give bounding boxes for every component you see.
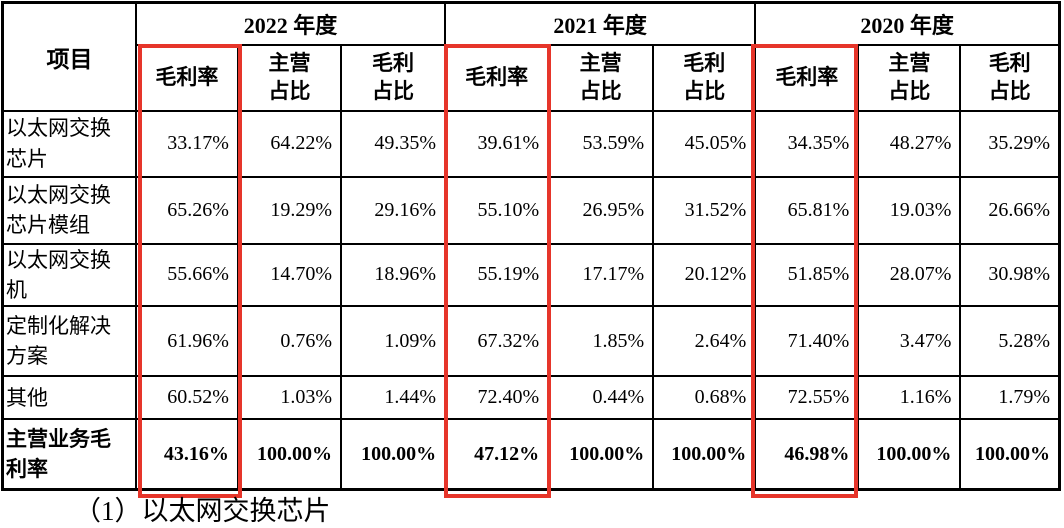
value-cell: 55.66% — [134, 242, 239, 308]
row-label: 以太网交换 芯片 — [1, 109, 137, 178]
table-row: 定制化解决 方案 61.96% 0.76% 1.09% 67.32% 1.85%… — [1, 305, 1061, 378]
value-cell: 0.76% — [236, 305, 342, 378]
subheader-2021-margin: 毛利率 — [444, 43, 550, 112]
value-cell: 1.09% — [339, 305, 447, 378]
value-cell: 100.00% — [959, 418, 1061, 491]
value-cell: 1.79% — [959, 375, 1061, 421]
table-row: 以太网交换 机 55.66% 14.70% 18.96% 55.19% 17.1… — [1, 242, 1061, 308]
value-cell: 5.28% — [959, 305, 1061, 378]
value-cell: 34.35% — [754, 109, 860, 178]
value-cell: 18.96% — [339, 242, 447, 308]
year-header-2020: 2020 年度 — [754, 1, 1061, 46]
year-header-2022: 2022 年度 — [134, 1, 447, 46]
value-cell: 72.55% — [754, 375, 860, 421]
value-cell: 100.00% — [652, 418, 757, 491]
value-cell: 0.68% — [652, 375, 757, 421]
value-cell: 0.44% — [547, 375, 655, 421]
subheader-2022-profit-share: 毛利 占比 — [339, 43, 447, 112]
value-cell: 100.00% — [236, 418, 342, 491]
row-label: 其他 — [1, 375, 137, 421]
value-cell: 48.27% — [857, 109, 962, 178]
value-cell: 72.40% — [444, 375, 550, 421]
value-cell: 45.05% — [652, 109, 757, 178]
value-cell: 1.44% — [339, 375, 447, 421]
year-header-2021: 2021 年度 — [444, 1, 757, 46]
value-cell: 100.00% — [339, 418, 447, 491]
value-cell: 55.10% — [444, 175, 550, 245]
value-cell: 31.52% — [652, 175, 757, 245]
row-label: 以太网交换 机 — [1, 242, 137, 308]
value-cell: 26.66% — [959, 175, 1061, 245]
value-cell: 29.16% — [339, 175, 447, 245]
subheader-2021-revenue-share: 主营 占比 — [547, 43, 655, 112]
value-cell: 100.00% — [857, 418, 962, 491]
column-header-item: 项目 — [1, 1, 137, 112]
value-cell: 61.96% — [134, 305, 239, 378]
subheader-2020-profit-share: 毛利 占比 — [959, 43, 1061, 112]
value-cell: 19.03% — [857, 175, 962, 245]
table-row: 以太网交换 芯片 33.17% 64.22% 49.35% 39.61% 53.… — [1, 109, 1061, 178]
value-cell: 71.40% — [754, 305, 860, 378]
subheader-2020-margin: 毛利率 — [754, 43, 860, 112]
value-cell: 30.98% — [959, 242, 1061, 308]
value-cell: 67.32% — [444, 305, 550, 378]
value-cell: 2.64% — [652, 305, 757, 378]
value-cell: 43.16% — [134, 418, 239, 491]
value-cell: 65.81% — [754, 175, 860, 245]
table-row: 其他 60.52% 1.03% 1.44% 72.40% 0.44% 0.68%… — [1, 375, 1061, 421]
value-cell: 100.00% — [547, 418, 655, 491]
value-cell: 1.16% — [857, 375, 962, 421]
value-cell: 1.85% — [547, 305, 655, 378]
value-cell: 47.12% — [444, 418, 550, 491]
subheader-2020-revenue-share: 主营 占比 — [857, 43, 962, 112]
value-cell: 19.29% — [236, 175, 342, 245]
value-cell: 60.52% — [134, 375, 239, 421]
value-cell: 51.85% — [754, 242, 860, 308]
row-label: 主营业务毛 利率 — [1, 418, 137, 491]
value-cell: 39.61% — [444, 109, 550, 178]
value-cell: 33.17% — [134, 109, 239, 178]
row-label: 定制化解决 方案 — [1, 305, 137, 378]
value-cell: 65.26% — [134, 175, 239, 245]
row-label: 以太网交换 芯片模组 — [1, 175, 137, 245]
gross-margin-table: 项目 2022 年度 2021 年度 2020 年度 毛利率 主营 占比 毛利 … — [1, 1, 1061, 491]
table-total-row: 主营业务毛 利率 43.16% 100.00% 100.00% 47.12% 1… — [1, 418, 1061, 491]
subheader-2021-profit-share: 毛利 占比 — [652, 43, 757, 112]
value-cell: 46.98% — [754, 418, 860, 491]
value-cell: 1.03% — [236, 375, 342, 421]
value-cell: 26.95% — [547, 175, 655, 245]
value-cell: 3.47% — [857, 305, 962, 378]
value-cell: 55.19% — [444, 242, 550, 308]
subheader-2022-revenue-share: 主营 占比 — [236, 43, 342, 112]
value-cell: 49.35% — [339, 109, 447, 178]
value-cell: 14.70% — [236, 242, 342, 308]
footnote-text: （1）以太网交换芯片 — [74, 496, 331, 526]
value-cell: 17.17% — [547, 242, 655, 308]
value-cell: 64.22% — [236, 109, 342, 178]
subheader-2022-margin: 毛利率 — [134, 43, 239, 112]
value-cell: 53.59% — [547, 109, 655, 178]
value-cell: 20.12% — [652, 242, 757, 308]
value-cell: 28.07% — [857, 242, 962, 308]
value-cell: 35.29% — [959, 109, 1061, 178]
table-row: 以太网交换 芯片模组 65.26% 19.29% 29.16% 55.10% 2… — [1, 175, 1061, 245]
